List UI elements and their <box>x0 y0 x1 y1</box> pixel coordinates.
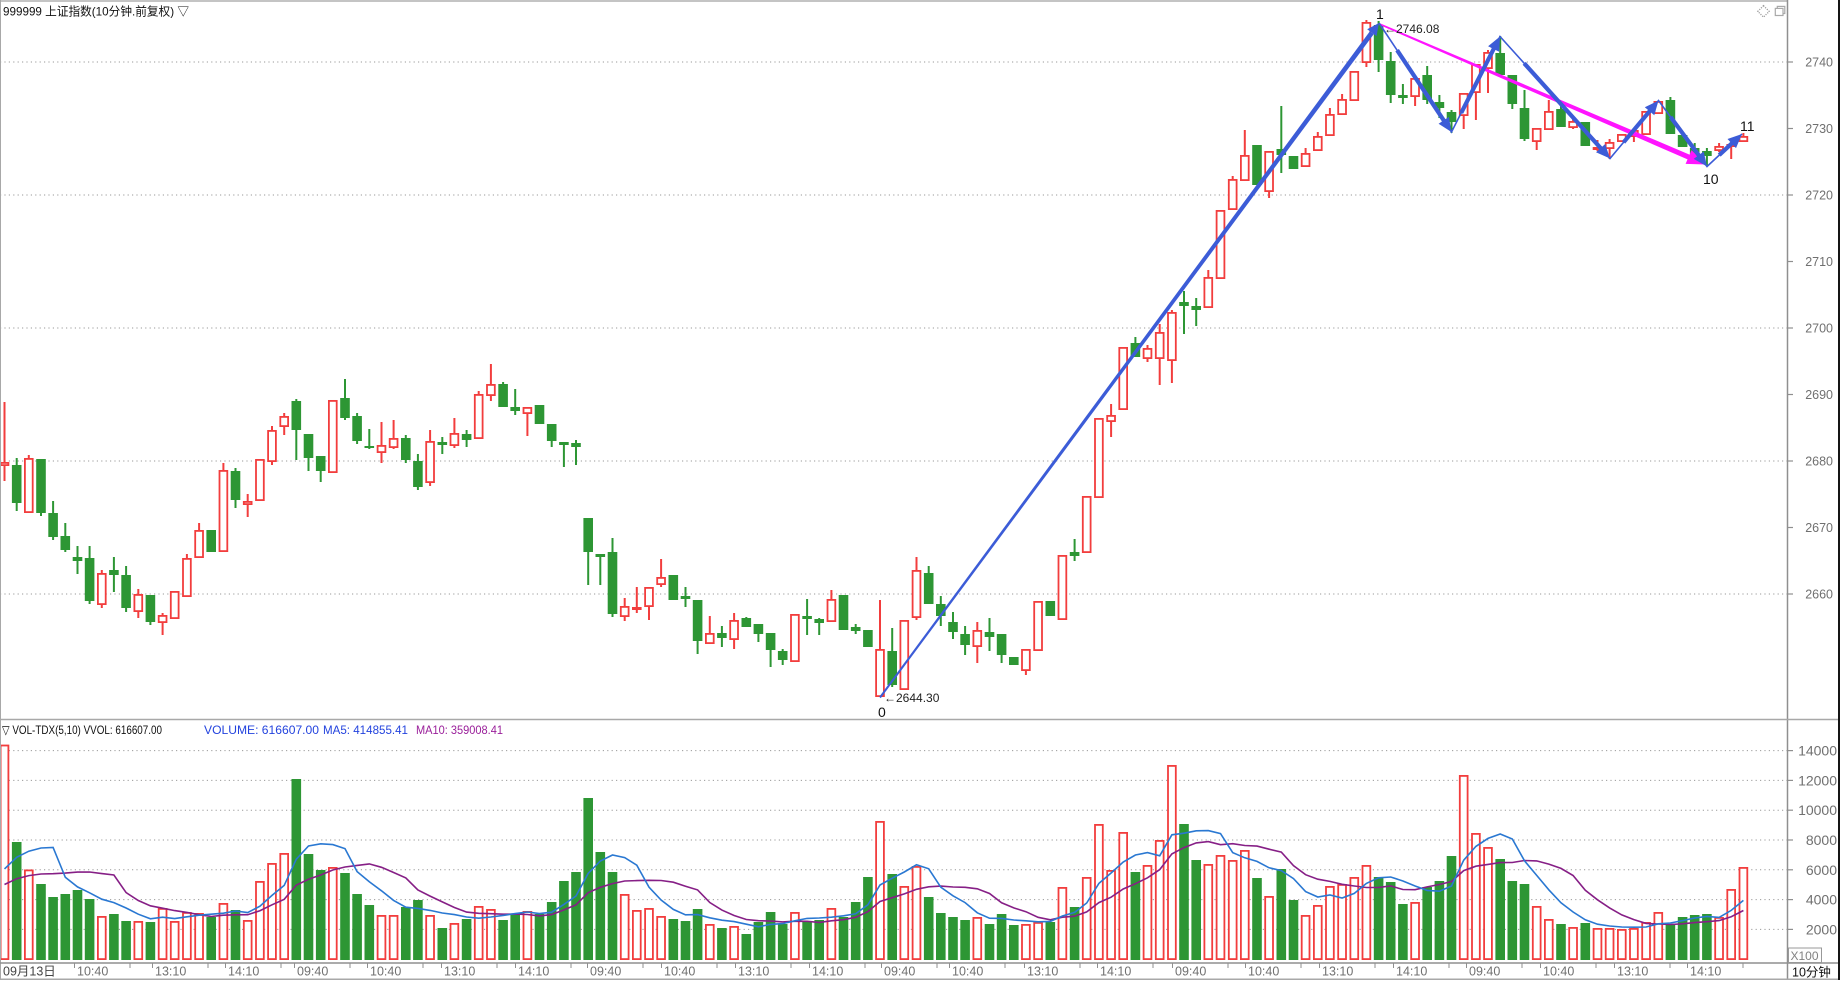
svg-text:10000: 10000 <box>1798 802 1837 818</box>
svg-text:10:40: 10:40 <box>664 965 695 979</box>
svg-text:0: 0 <box>878 704 886 720</box>
svg-text:14:10: 14:10 <box>1100 965 1131 979</box>
svg-text:13:10: 13:10 <box>444 965 475 979</box>
svg-text:2700: 2700 <box>1805 322 1833 336</box>
svg-text:2000: 2000 <box>1806 921 1837 937</box>
svg-text:10:40: 10:40 <box>1543 965 1574 979</box>
svg-text:2720: 2720 <box>1805 189 1833 203</box>
svg-text:09:40: 09:40 <box>884 965 915 979</box>
svg-text:09月13日: 09月13日 <box>3 965 56 979</box>
svg-text:6000: 6000 <box>1806 862 1837 878</box>
svg-text:13:10: 13:10 <box>738 965 769 979</box>
svg-text:MA5: 414855.41: MA5: 414855.41 <box>323 723 408 737</box>
svg-text:12000: 12000 <box>1798 772 1837 788</box>
svg-text:2740: 2740 <box>1805 56 1833 70</box>
svg-text:09:40: 09:40 <box>297 965 328 979</box>
svg-text:09:40: 09:40 <box>590 965 621 979</box>
svg-text:←2644.30: ←2644.30 <box>884 691 940 705</box>
svg-text:13:10: 13:10 <box>1617 965 1648 979</box>
svg-text:10:40: 10:40 <box>77 965 108 979</box>
svg-text:999999 上证指数(10分钟.前复权) ▽: 999999 上证指数(10分钟.前复权) ▽ <box>3 4 189 19</box>
svg-text:13:10: 13:10 <box>1027 965 1058 979</box>
svg-text:14:10: 14:10 <box>518 965 549 979</box>
svg-text:2660: 2660 <box>1805 588 1833 602</box>
svg-text:▽ VOL-TDX(5,10) VVOL: 616607.: ▽ VOL-TDX(5,10) VVOL: 616607.00 <box>2 723 162 737</box>
svg-text:10: 10 <box>1703 171 1719 187</box>
svg-text:14:10: 14:10 <box>228 965 259 979</box>
svg-text:10分钟: 10分钟 <box>1792 965 1831 980</box>
svg-text:1: 1 <box>1376 6 1384 22</box>
svg-text:14:10: 14:10 <box>1690 965 1721 979</box>
svg-text:10:40: 10:40 <box>952 965 983 979</box>
svg-text:2670: 2670 <box>1805 521 1833 535</box>
svg-text:09:40: 09:40 <box>1469 965 1500 979</box>
svg-text:8000: 8000 <box>1806 832 1837 848</box>
svg-text:2680: 2680 <box>1805 455 1833 469</box>
svg-text:13:10: 13:10 <box>1322 965 1353 979</box>
svg-text:14:10: 14:10 <box>1396 965 1427 979</box>
svg-text:14:10: 14:10 <box>812 965 843 979</box>
svg-text:X100: X100 <box>1791 949 1819 963</box>
svg-text:4000: 4000 <box>1806 892 1837 908</box>
svg-text:2690: 2690 <box>1805 388 1833 402</box>
svg-text:←2746.08: ←2746.08 <box>1384 22 1440 36</box>
svg-text:11: 11 <box>1740 118 1755 134</box>
svg-text:14000: 14000 <box>1798 743 1837 759</box>
svg-text:10:40: 10:40 <box>370 965 401 979</box>
svg-text:10:40: 10:40 <box>1248 965 1279 979</box>
svg-text:2710: 2710 <box>1805 255 1833 269</box>
svg-text:VOLUME: 616607.00: VOLUME: 616607.00 <box>204 723 319 737</box>
svg-text:2730: 2730 <box>1805 122 1833 136</box>
svg-text:09:40: 09:40 <box>1175 965 1206 979</box>
svg-text:13:10: 13:10 <box>155 965 186 979</box>
svg-text:MA10: 359008.41: MA10: 359008.41 <box>416 723 503 737</box>
